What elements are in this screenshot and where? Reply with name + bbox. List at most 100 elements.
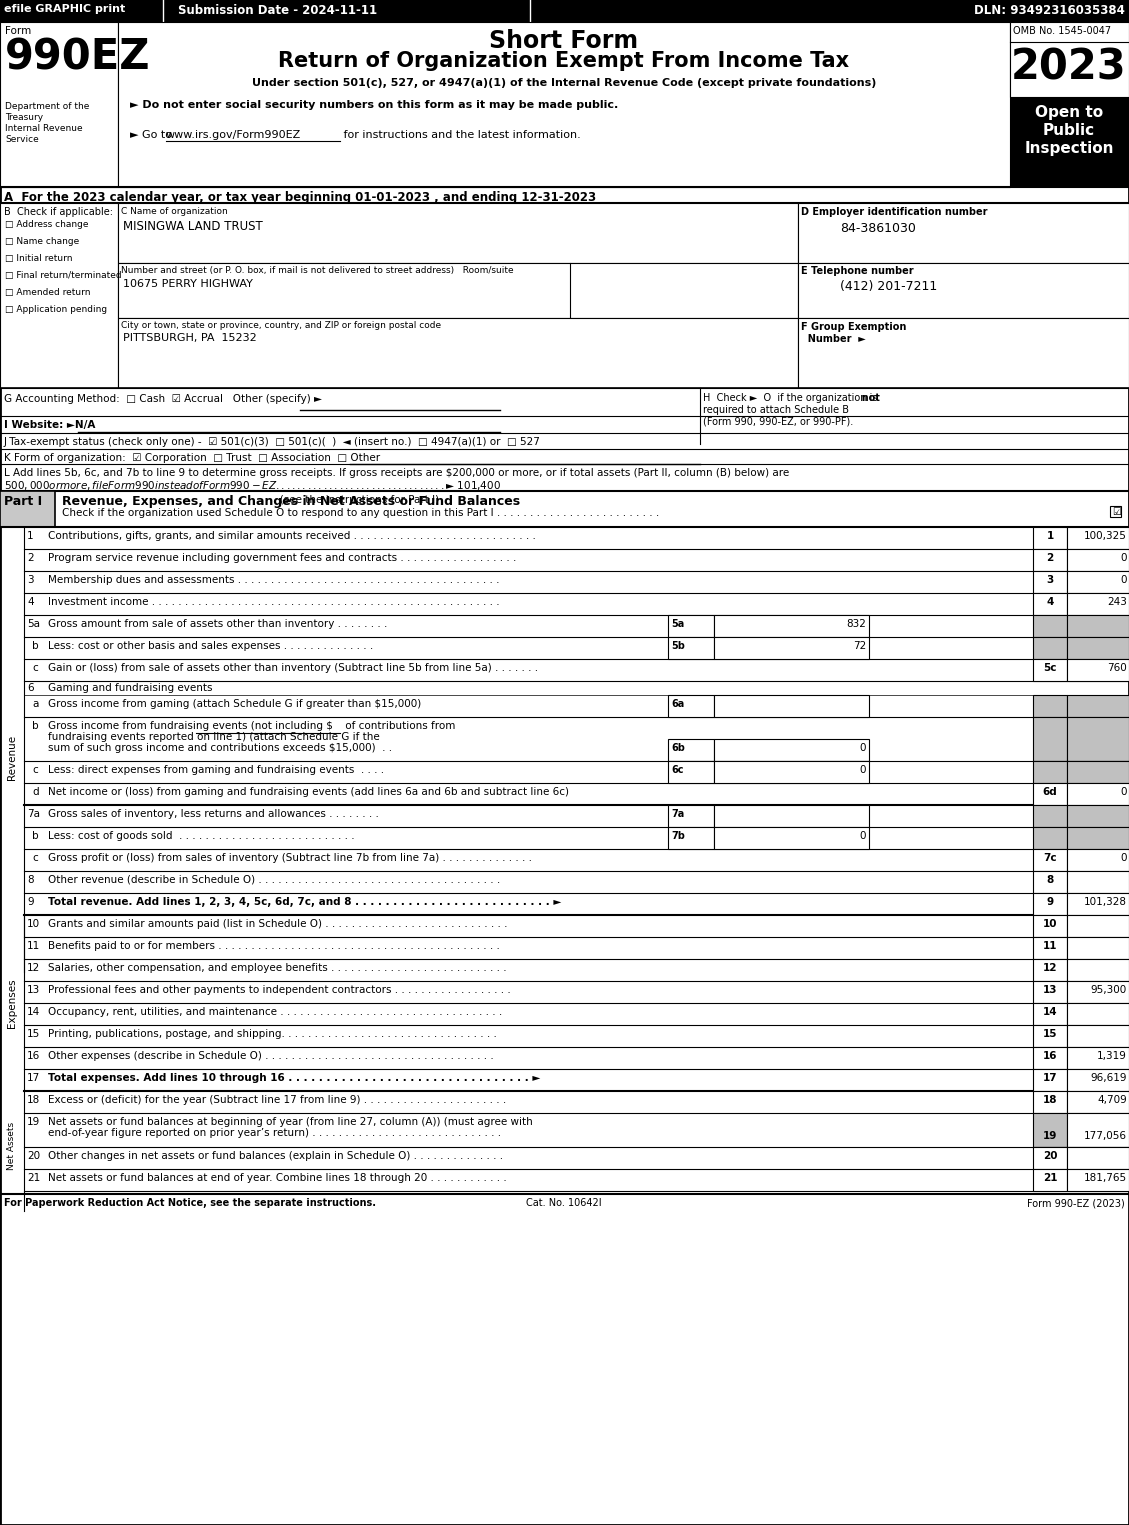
Text: 15: 15 bbox=[1043, 1029, 1057, 1039]
Bar bbox=[798, 262, 1129, 319]
Bar bbox=[0, 0, 1129, 21]
Text: Net income or (loss) from gaming and fundraising events (add lines 6a and 6b and: Net income or (loss) from gaming and fun… bbox=[49, 787, 569, 798]
Bar bbox=[119, 21, 1010, 188]
Bar bbox=[1067, 1003, 1129, 1025]
Text: 6c: 6c bbox=[671, 766, 683, 775]
Text: end-of-year figure reported on prior year’s return) . . . . . . . . . . . . . . : end-of-year figure reported on prior yea… bbox=[49, 1128, 501, 1138]
Bar bbox=[1033, 936, 1067, 959]
Bar bbox=[1067, 871, 1129, 894]
Text: H  Check ►  O  if the organization is: H Check ► O if the organization is bbox=[703, 393, 881, 403]
Text: 7c: 7c bbox=[1043, 852, 1057, 863]
Bar bbox=[1033, 1113, 1067, 1147]
Text: Gross income from fundraising events (not including $: Gross income from fundraising events (no… bbox=[49, 721, 333, 730]
Bar bbox=[1033, 695, 1067, 717]
Text: 0: 0 bbox=[1120, 554, 1127, 563]
Text: Revenue: Revenue bbox=[7, 735, 17, 779]
Text: 7b: 7b bbox=[671, 831, 685, 840]
Text: Occupancy, rent, utilities, and maintenance . . . . . . . . . . . . . . . . . . : Occupancy, rent, utilities, and maintena… bbox=[49, 1006, 502, 1017]
Text: 16: 16 bbox=[1043, 1051, 1057, 1061]
Text: B  Check if applicable:: B Check if applicable: bbox=[5, 207, 113, 217]
Text: Under section 501(c), 527, or 4947(a)(1) of the Internal Revenue Code (except pr: Under section 501(c), 527, or 4947(a)(1)… bbox=[252, 78, 876, 88]
Text: 14: 14 bbox=[1043, 1006, 1058, 1017]
Text: Number  ►: Number ► bbox=[800, 334, 866, 345]
Text: (see the instructions for Part I): (see the instructions for Part I) bbox=[62, 496, 439, 505]
Bar bbox=[1033, 593, 1067, 615]
Text: b: b bbox=[32, 831, 38, 840]
Text: 9: 9 bbox=[27, 897, 34, 907]
Bar bbox=[1067, 915, 1129, 936]
Text: 8: 8 bbox=[1047, 875, 1053, 884]
Text: ► Do not enter social security numbers on this form as it may be made public.: ► Do not enter social security numbers o… bbox=[130, 101, 619, 110]
Text: Gaming and fundraising events: Gaming and fundraising events bbox=[49, 683, 212, 692]
Text: Expenses: Expenses bbox=[7, 978, 17, 1028]
Text: Gain or (loss) from sale of assets other than inventory (Subtract line 5b from l: Gain or (loss) from sale of assets other… bbox=[49, 663, 539, 673]
Bar bbox=[119, 203, 798, 262]
Bar bbox=[1033, 915, 1067, 936]
Text: 2: 2 bbox=[27, 554, 34, 563]
Bar bbox=[668, 740, 714, 761]
Text: I Website: ►N/A: I Website: ►N/A bbox=[5, 419, 95, 430]
Text: □ Address change: □ Address change bbox=[5, 220, 88, 229]
Text: 6a: 6a bbox=[671, 698, 684, 709]
Bar bbox=[1033, 615, 1067, 637]
Bar bbox=[1067, 936, 1129, 959]
Text: Gross sales of inventory, less returns and allowances . . . . . . . .: Gross sales of inventory, less returns a… bbox=[49, 808, 379, 819]
Text: Department of the: Department of the bbox=[5, 102, 89, 111]
Bar bbox=[1067, 894, 1129, 915]
Text: 5a: 5a bbox=[27, 619, 40, 628]
Text: 5b: 5b bbox=[671, 640, 685, 651]
Text: Net Assets: Net Assets bbox=[8, 1122, 17, 1170]
Text: Less: direct expenses from gaming and fundraising events  . . . .: Less: direct expenses from gaming and fu… bbox=[49, 766, 384, 775]
Text: 9: 9 bbox=[1047, 897, 1053, 907]
Text: 13: 13 bbox=[1043, 985, 1057, 994]
Text: Other expenses (describe in Schedule O) . . . . . . . . . . . . . . . . . . . . : Other expenses (describe in Schedule O) … bbox=[49, 1051, 493, 1061]
Text: 5c: 5c bbox=[1043, 663, 1057, 673]
Text: Treasury: Treasury bbox=[5, 113, 43, 122]
Bar bbox=[668, 805, 714, 827]
Bar bbox=[1033, 849, 1067, 871]
Text: 13: 13 bbox=[27, 985, 41, 994]
Bar bbox=[1067, 695, 1129, 717]
Text: Excess or (deficit) for the year (Subtract line 17 from line 9) . . . . . . . . : Excess or (deficit) for the year (Subtra… bbox=[49, 1095, 506, 1106]
Bar bbox=[0, 491, 55, 528]
Bar bbox=[1067, 1048, 1129, 1069]
Bar bbox=[1033, 637, 1067, 659]
Text: Contributions, gifts, grants, and similar amounts received . . . . . . . . . . .: Contributions, gifts, grants, and simila… bbox=[49, 531, 536, 541]
Bar bbox=[668, 761, 714, 782]
Text: 96,619: 96,619 bbox=[1091, 1074, 1127, 1083]
Text: 0: 0 bbox=[859, 766, 866, 775]
Text: c: c bbox=[32, 766, 37, 775]
Bar bbox=[1067, 782, 1129, 805]
Text: efile GRAPHIC print: efile GRAPHIC print bbox=[5, 5, 125, 14]
Text: Printing, publications, postage, and shipping. . . . . . . . . . . . . . . . . .: Printing, publications, postage, and shi… bbox=[49, 1029, 497, 1039]
Text: 100,325: 100,325 bbox=[1084, 531, 1127, 541]
Bar bbox=[1033, 1090, 1067, 1113]
Text: a: a bbox=[32, 698, 38, 709]
Text: 11: 11 bbox=[27, 941, 41, 952]
Text: E Telephone number: E Telephone number bbox=[800, 265, 913, 276]
Text: □ Name change: □ Name change bbox=[5, 236, 79, 246]
Text: 17: 17 bbox=[27, 1074, 41, 1083]
Text: not: not bbox=[703, 393, 879, 403]
Bar bbox=[1067, 1069, 1129, 1090]
Text: Public: Public bbox=[1043, 124, 1095, 137]
Text: Total revenue. Add lines 1, 2, 3, 4, 5c, 6d, 7c, and 8 . . . . . . . . . . . . .: Total revenue. Add lines 1, 2, 3, 4, 5c,… bbox=[49, 897, 561, 907]
Bar bbox=[1033, 761, 1067, 782]
Text: 101,328: 101,328 bbox=[1084, 897, 1127, 907]
Text: 19: 19 bbox=[1043, 1132, 1057, 1141]
Text: Other revenue (describe in Schedule O) . . . . . . . . . . . . . . . . . . . . .: Other revenue (describe in Schedule O) .… bbox=[49, 875, 500, 884]
Bar bbox=[714, 637, 869, 659]
Text: 16: 16 bbox=[27, 1051, 41, 1061]
Text: F Group Exemption: F Group Exemption bbox=[800, 322, 907, 332]
Text: 18: 18 bbox=[27, 1095, 41, 1106]
Text: DLN: 93492316035384: DLN: 93492316035384 bbox=[974, 5, 1124, 17]
Text: Short Form: Short Form bbox=[490, 29, 639, 53]
Text: City or town, state or province, country, and ZIP or foreign postal code: City or town, state or province, country… bbox=[121, 320, 441, 329]
Bar bbox=[1067, 1147, 1129, 1170]
Bar bbox=[1067, 1025, 1129, 1048]
Text: □ Amended return: □ Amended return bbox=[5, 288, 90, 297]
Text: 1: 1 bbox=[27, 531, 34, 541]
Text: Number and street (or P. O. box, if mail is not delivered to street address)   R: Number and street (or P. O. box, if mail… bbox=[121, 265, 514, 274]
Bar bbox=[1033, 981, 1067, 1003]
Text: Revenue, Expenses, and Changes in Net Assets or Fund Balances: Revenue, Expenses, and Changes in Net As… bbox=[62, 496, 520, 508]
